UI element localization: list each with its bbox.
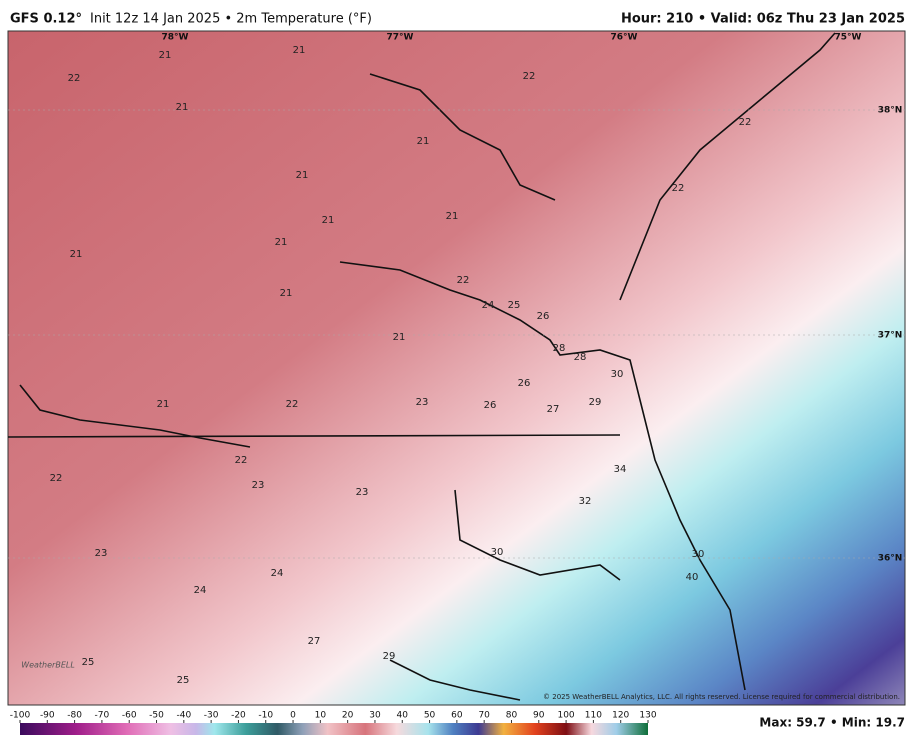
temperature-label: 23 xyxy=(416,397,429,408)
longitude-label: 75°W xyxy=(835,33,862,43)
temperature-label: 24 xyxy=(194,585,207,596)
temperature-label: 21 xyxy=(159,50,172,61)
temperature-label: 28 xyxy=(574,352,587,363)
latitude-label: 37°N xyxy=(878,331,903,341)
temperature-label: 26 xyxy=(484,400,497,411)
colorbar-tick-label: -70 xyxy=(95,711,110,721)
temperature-label: 21 xyxy=(393,332,406,343)
temperature-label: 23 xyxy=(356,487,369,498)
temperature-label: 22 xyxy=(739,117,752,128)
temperature-label: 32 xyxy=(579,496,592,507)
colorbar-tick-label: -60 xyxy=(122,711,137,721)
temperature-label: 22 xyxy=(50,473,63,484)
logo: WeatherBELL xyxy=(21,661,75,670)
temperature-label: 22 xyxy=(672,183,685,194)
temperature-label: 30 xyxy=(491,547,504,558)
temperature-label: 21 xyxy=(157,399,170,410)
temperature-label: 30 xyxy=(611,369,624,380)
model-title: GFS 0.12° xyxy=(10,12,82,27)
valid-time: Hour: 210 • Valid: 06z Thu 23 Jan 2025 xyxy=(621,12,905,27)
temperature-label: 24 xyxy=(482,300,495,311)
temperature-label: 21 xyxy=(322,215,335,226)
temperature-label: 28 xyxy=(553,343,566,354)
colorbar-tick-label: 90 xyxy=(533,711,545,721)
colorbar-tick-label: 60 xyxy=(451,711,463,721)
colorbar-tick-label: 120 xyxy=(612,711,629,721)
temperature-label: 40 xyxy=(686,572,699,583)
colorbar-tick-label: -50 xyxy=(149,711,164,721)
longitude-label: 78°W xyxy=(162,33,189,43)
temperature-label: 23 xyxy=(95,548,108,559)
temperature-label: 22 xyxy=(68,73,81,84)
colorbar-tick-label: -40 xyxy=(176,711,191,721)
temperature-label: 29 xyxy=(383,651,396,662)
colorbar-tick-label: 50 xyxy=(424,711,436,721)
colorbar-tick-label: -90 xyxy=(40,711,55,721)
temperature-label: 21 xyxy=(275,237,288,248)
colorbar-tick-label: 100 xyxy=(557,711,574,721)
colorbar-tick-label: -80 xyxy=(67,711,82,721)
colorbar-tick-label: 20 xyxy=(342,711,354,721)
colorbar-tick-label: 110 xyxy=(585,711,602,721)
temperature-label: 25 xyxy=(82,657,95,668)
latitude-label: 38°N xyxy=(878,106,903,116)
temperature-label: 34 xyxy=(614,464,627,475)
colorbar-tick-label: 80 xyxy=(506,711,518,721)
temperature-label: 21 xyxy=(446,211,459,222)
colorbar-tick-label: 10 xyxy=(315,711,327,721)
colorbar-tick-label: -30 xyxy=(204,711,219,721)
temperature-label: 21 xyxy=(293,45,306,56)
temperature-label: 22 xyxy=(523,71,536,82)
map-area xyxy=(7,30,906,706)
temperature-label: 21 xyxy=(280,288,293,299)
colorbar-tick-label: 70 xyxy=(478,711,490,721)
temperature-label: 25 xyxy=(508,300,521,311)
temperature-label: 27 xyxy=(547,404,560,415)
longitude-label: 76°W xyxy=(611,33,638,43)
map-subtitle: Init 12z 14 Jan 2025 • 2m Temperature (°… xyxy=(90,12,372,27)
colorbar xyxy=(20,723,648,735)
temperature-label: 30 xyxy=(692,549,705,560)
colorbar-tick-label: -10 xyxy=(258,711,273,721)
temperature-label: 22 xyxy=(235,455,248,466)
temperature-label: 22 xyxy=(286,399,299,410)
latitude-label: 36°N xyxy=(878,554,903,564)
coastlines xyxy=(7,32,836,701)
colorbar-tick-label: -100 xyxy=(10,711,31,721)
temperature-label: 22 xyxy=(457,275,470,286)
temperature-label: 24 xyxy=(271,568,284,579)
colorbar-tick-label: -20 xyxy=(231,711,246,721)
temperature-label: 21 xyxy=(176,102,189,113)
colorbar-tick-label: 40 xyxy=(397,711,409,721)
copyright: © 2025 WeatherBELL Analytics, LLC. All r… xyxy=(543,693,900,701)
temperature-label: 21 xyxy=(70,249,83,260)
temperature-label: 21 xyxy=(417,136,430,147)
temperature-label: 21 xyxy=(296,170,309,181)
temperature-label: 29 xyxy=(589,397,602,408)
temperature-label: 23 xyxy=(252,480,265,491)
colorbar-tick-label: 30 xyxy=(369,711,381,721)
temperature-label: 26 xyxy=(537,311,550,322)
longitude-label: 77°W xyxy=(387,33,414,43)
colorbar-tick-label: 0 xyxy=(290,711,296,721)
max-min: Max: 59.7 • Min: 19.7 xyxy=(759,716,905,730)
temperature-label: 25 xyxy=(177,675,190,686)
temperature-label: 26 xyxy=(518,378,531,389)
temperature-label: 27 xyxy=(308,636,321,647)
colorbar-tick-label: 130 xyxy=(639,711,656,721)
